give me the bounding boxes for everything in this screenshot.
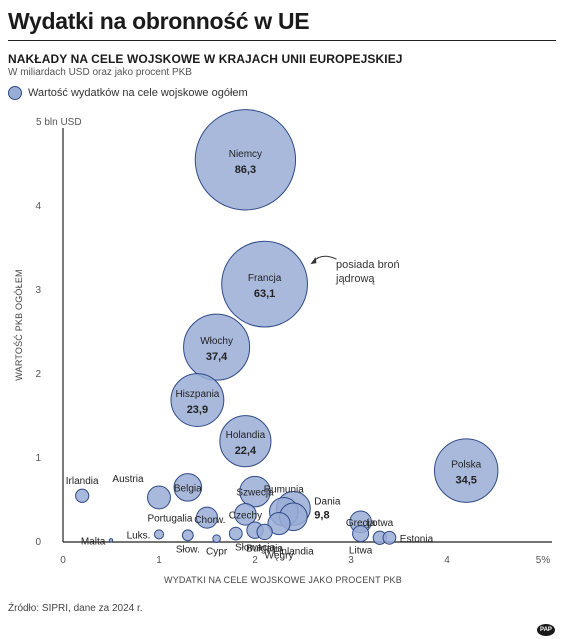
bubble-malta — [108, 538, 114, 543]
bubble-niemcy — [194, 109, 297, 211]
label-grecja: Grecja — [346, 518, 376, 529]
label-wlochy: Włochy — [200, 336, 233, 347]
annotation-arrowhead — [310, 257, 317, 265]
source-note: Źródło: SIPRI, dane za 2024 r. — [8, 603, 143, 614]
bubble-wegry — [267, 511, 291, 536]
label-86-3: 86,3 — [235, 164, 256, 176]
label-bulgaria: Bułgaria — [246, 544, 283, 555]
label-francja: Francja — [248, 273, 282, 284]
bubble-szwecja — [239, 475, 271, 508]
y-tick-label: 1 — [35, 453, 41, 464]
bubble-luksemburg — [153, 529, 165, 540]
bubble-estonia — [382, 530, 397, 545]
label-czechy: Czechy — [229, 510, 262, 521]
chart-subtitle: NAKŁADY NA CELE WOJSKOWE W KRAJACH UNII … — [8, 52, 403, 66]
label-irlandia: Irlandia — [66, 476, 99, 487]
y-tick-label: 0 — [35, 537, 41, 548]
label-63-1: 63,1 — [254, 288, 275, 300]
legend-bubble-icon — [8, 86, 22, 100]
label-slow: Słow. — [176, 545, 200, 556]
bubble-bulgaria — [256, 523, 273, 541]
y-tick-label: 4 — [35, 201, 41, 212]
label-holandia: Holandia — [226, 430, 266, 441]
bubble-cypr — [212, 534, 221, 543]
label-estonia: Estonia — [400, 534, 434, 545]
label-rumunia: Rumunia — [264, 484, 304, 495]
bubble-czechy — [234, 502, 257, 526]
label-finlandia: Finlandia — [273, 547, 314, 558]
bubble-polska — [433, 438, 499, 503]
label-wegry: Węgry — [265, 551, 294, 562]
label-9-8: 9,8 — [314, 509, 329, 521]
label-austria: Austria — [112, 474, 144, 485]
label-37-4: 37,4 — [206, 351, 228, 363]
legend-label: Wartość wydatków na cele wojskowe ogółem — [28, 87, 248, 99]
bubble-portugalia — [195, 506, 219, 529]
bubble-chorwacja — [228, 526, 243, 541]
label-litwa: Litwa — [349, 546, 373, 557]
label-portugalia: Portugalia — [147, 514, 192, 525]
x-tick-label: 2 — [252, 555, 258, 566]
label-dania: Dania — [314, 496, 341, 507]
label-niemcy: Niemcy — [229, 149, 262, 160]
bubble-holandia — [219, 415, 272, 468]
bubble-irlandia — [75, 488, 90, 503]
label-slowacja: Słowacja — [235, 542, 275, 553]
bubble-wlochy — [183, 313, 251, 381]
x-tick-label: 4 — [444, 555, 450, 566]
label-22-4: 22,4 — [235, 445, 257, 457]
y-tick-label: 2 — [35, 369, 41, 380]
label-malta: Malta — [81, 536, 106, 547]
x-tick-label: 1 — [156, 555, 162, 566]
bubble-francja — [221, 240, 308, 328]
bubble-slowenia — [181, 529, 194, 542]
x-tick-label: 5% — [536, 555, 551, 566]
label-belgia: Belgia — [174, 483, 202, 494]
label-hiszpania: Hiszpania — [175, 389, 219, 400]
label-34-5: 34,5 — [455, 475, 476, 487]
y-tick-label: 5 bln USD — [36, 117, 82, 128]
bubble-austria — [147, 485, 171, 510]
chart-note: W miliardach USD oraz jako procent PKB — [8, 67, 192, 78]
x-axis-label: WYDATKI NA CELE WOJSKOWE JAKO PROCENT PK… — [164, 575, 402, 585]
page-title: Wydatki na obronność w UE — [8, 8, 310, 34]
title-rule — [8, 40, 556, 41]
x-tick-label: 3 — [348, 555, 354, 566]
label-lotwa: Łotwa — [366, 518, 393, 529]
annotation-nuclear: posiada broń jądrową — [335, 259, 400, 285]
label-cypr: Cypr — [206, 546, 228, 557]
y-axis-label: WARTOŚĆ PKB OGÓŁEM — [13, 269, 24, 380]
label-szwecja: Szwecja — [236, 488, 274, 499]
bubble-belgia — [173, 473, 203, 502]
label-polska: Polska — [451, 460, 481, 471]
x-tick-label: 0 — [60, 555, 66, 566]
label-luks: Luks. — [127, 530, 151, 541]
y-tick-label: 3 — [35, 285, 41, 296]
pap-logo: PAP — [537, 624, 555, 636]
legend: Wartość wydatków na cele wojskowe ogółem — [8, 86, 248, 100]
label-23-9: 23,9 — [187, 404, 208, 416]
label-chorw: Chorw. — [194, 515, 225, 526]
bubble-hiszpania — [170, 373, 225, 427]
bubble-litwa — [352, 525, 370, 543]
